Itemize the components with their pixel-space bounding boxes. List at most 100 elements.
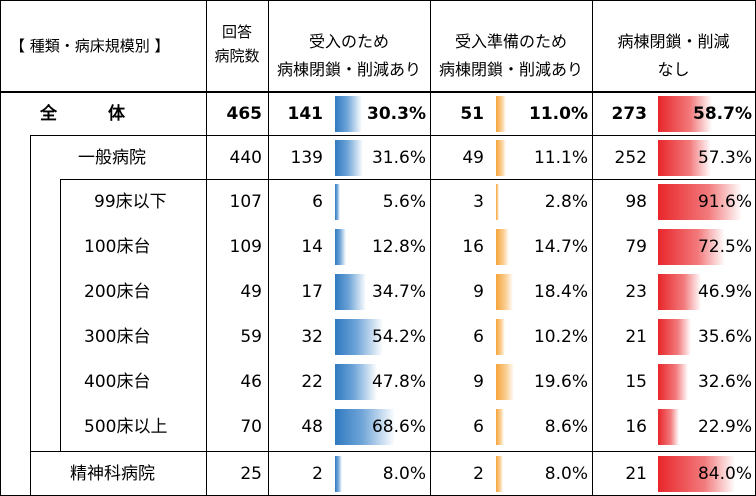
row-label: 400床台 <box>84 372 151 392</box>
none-count: 15 <box>625 372 647 392</box>
header-accept-line1: 受入のため <box>308 32 389 51</box>
respondent-count: 107 <box>229 192 262 212</box>
header-separator <box>0 91 756 93</box>
accept-pct: 12.8% <box>371 237 426 257</box>
none-pct: 35.6% <box>697 327 752 347</box>
none-bar <box>658 96 712 132</box>
accept-pct: 47.8% <box>371 372 426 392</box>
accept-bar <box>335 274 366 310</box>
accept-pct: 31.6% <box>371 148 426 168</box>
accept-pct: 34.7% <box>371 282 426 302</box>
none-bar <box>658 319 691 355</box>
accept-bar <box>335 456 342 492</box>
row-label-total: 全 体 <box>40 104 125 124</box>
none-bar <box>658 229 725 265</box>
accept-count: 14 <box>301 237 323 257</box>
none-pct: 91.6% <box>697 192 752 212</box>
respondent-count: 465 <box>226 104 263 124</box>
none-bar <box>658 274 702 310</box>
none-pct: 46.9% <box>697 282 752 302</box>
row-label: 100床台 <box>84 237 151 257</box>
none-count: 252 <box>614 148 647 168</box>
accept-bar <box>335 229 347 265</box>
prep-pct: 8.0% <box>544 464 588 484</box>
col-sep-respondents <box>206 0 207 496</box>
none-count: 16 <box>625 417 647 437</box>
respondent-count: 440 <box>229 148 262 168</box>
prep-pct: 10.2% <box>533 327 588 347</box>
accept-count: 32 <box>301 327 323 347</box>
prep-bar <box>496 409 504 445</box>
header-none-line1: 病棟閉鎖・削減 <box>617 32 730 51</box>
header-prep-line1: 受入準備のため <box>454 32 567 51</box>
prep-pct: 14.7% <box>533 237 588 257</box>
accept-pct: 5.6% <box>382 192 426 212</box>
none-count: 21 <box>625 464 647 484</box>
prep-pct: 8.6% <box>544 417 588 437</box>
accept-pct: 30.3% <box>367 104 426 124</box>
none-pct: 32.6% <box>697 372 752 392</box>
header-respondents-line1: 回答 <box>221 23 252 41</box>
none-count: 23 <box>625 282 647 302</box>
accept-count: 2 <box>312 464 323 484</box>
none-pct: 57.3% <box>697 148 752 168</box>
header-category: 【 種類・病床規模別 】 <box>10 37 170 55</box>
none-bar <box>658 409 680 445</box>
none-count: 79 <box>625 237 647 257</box>
accept-bar <box>335 140 363 176</box>
accept-pct: 54.2% <box>371 327 426 347</box>
none-bar <box>658 140 711 176</box>
row-sep-total <box>30 135 756 136</box>
row-label: 300床台 <box>84 327 151 347</box>
accept-count: 17 <box>301 282 323 302</box>
prep-pct: 18.4% <box>533 282 588 302</box>
row-sep-general <box>60 179 756 180</box>
row-label: 500床以上 <box>84 417 168 437</box>
accept-pct: 8.0% <box>382 464 426 484</box>
header-respondents-line2: 病院数 <box>214 47 260 65</box>
respondent-count: 59 <box>240 327 262 347</box>
respondent-count: 70 <box>240 417 262 437</box>
prep-count: 3 <box>473 192 484 212</box>
accept-pct: 68.6% <box>371 417 426 437</box>
header-prep-line2: 病棟閉鎖・削減あり <box>438 60 583 79</box>
accept-bar <box>335 409 396 445</box>
prep-bar <box>496 319 506 355</box>
prep-pct: 11.1% <box>533 148 588 168</box>
row-label: 99床以下 <box>94 192 167 212</box>
accept-count: 139 <box>290 148 323 168</box>
accept-count: 6 <box>312 192 323 212</box>
frame-left <box>0 0 1 496</box>
prep-count: 6 <box>473 417 484 437</box>
prep-bar <box>496 140 506 176</box>
tree-line-inner <box>60 179 61 451</box>
none-pct: 84.0% <box>697 464 752 484</box>
prep-bar <box>496 456 504 492</box>
header-accept-line2: 病棟閉鎖・削減あり <box>276 60 421 79</box>
frame-top <box>0 0 756 1</box>
none-bar <box>658 184 743 220</box>
accept-count: 48 <box>301 417 323 437</box>
accept-bar <box>335 96 362 132</box>
accept-bar <box>335 364 378 400</box>
none-count: 273 <box>611 104 648 124</box>
none-bar <box>658 456 736 492</box>
prep-bar <box>496 274 513 310</box>
accept-bar <box>335 184 340 220</box>
respondent-count: 49 <box>240 282 262 302</box>
prep-count: 16 <box>462 237 484 257</box>
accept-count: 22 <box>301 372 323 392</box>
none-bar <box>658 364 688 400</box>
prep-pct: 2.8% <box>544 192 588 212</box>
prep-pct: 19.6% <box>533 372 588 392</box>
col-sep-none <box>592 0 593 496</box>
accept-count: 141 <box>287 104 324 124</box>
prep-bar <box>496 96 506 132</box>
col-sep-accept <box>268 0 269 496</box>
header-none-line2: なし <box>657 60 690 79</box>
none-count: 98 <box>625 192 647 212</box>
row-label: 精神科病院 <box>70 464 155 484</box>
prep-count: 2 <box>473 464 484 484</box>
prep-bar <box>496 229 510 265</box>
